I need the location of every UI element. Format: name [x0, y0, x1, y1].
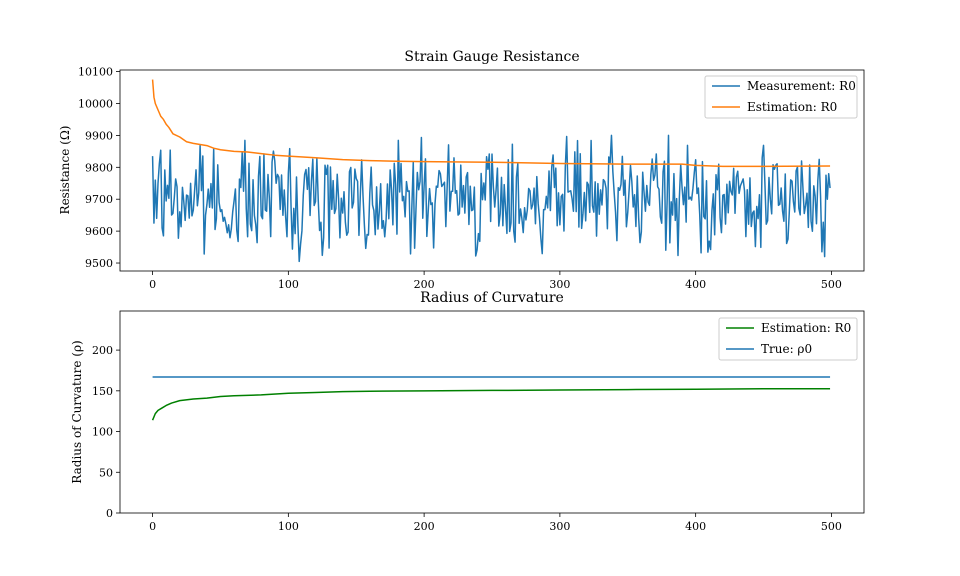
legend-label-true-rho: True: ρ0: [761, 342, 812, 356]
curvature-x-tick-label: 500: [821, 520, 842, 533]
curvature-x-tick-label: 100: [278, 520, 299, 533]
curvature-chart: Radius of Curvature Radius of Curvature …: [70, 290, 865, 533]
curvature-y-tick-label: 150: [92, 385, 113, 398]
curvature-y-tick-label: 0: [106, 507, 113, 520]
curvature-x-tick-label: 400: [685, 520, 706, 533]
resistance-chart: Strain Gauge Resistance Resistance (Ω) 0…: [58, 49, 865, 291]
legend-label-estimation-rho: Estimation: R0: [761, 321, 851, 335]
resistance-y-tick-label: 9700: [85, 193, 113, 206]
resistance-y-tick-label: 9600: [85, 225, 113, 238]
curvature-y-tick-label: 200: [92, 344, 113, 357]
curvature-axis-ticks: 0 100 200 300 400 500 0 50 100 150 200: [92, 344, 842, 533]
curvature-series-0-line: [151, 388, 831, 421]
resistance-y-axis-label: Resistance (Ω): [58, 126, 72, 215]
resistance-x-tick-label: 200: [414, 278, 435, 291]
resistance-x-tick-label: 0: [149, 278, 156, 291]
resistance-y-tick-label: 9900: [85, 129, 113, 142]
curvature-x-tick-label: 200: [414, 520, 435, 533]
resistance-x-tick-label: 300: [549, 278, 570, 291]
resistance-y-tick-label: 9500: [85, 257, 113, 270]
curvature-x-tick-label: 300: [549, 520, 570, 533]
resistance-x-tick-label: 500: [821, 278, 842, 291]
resistance-y-tick-label: 9800: [85, 161, 113, 174]
legend-label-measurement: Measurement: R0: [747, 79, 856, 93]
resistance-chart-title: Strain Gauge Resistance: [404, 49, 579, 65]
resistance-x-tick-label: 100: [278, 278, 299, 291]
resistance-y-tick-label: 10000: [78, 98, 113, 111]
curvature-y-tick-label: 100: [92, 426, 113, 439]
curvature-y-tick-label: 50: [99, 466, 113, 479]
resistance-legend-box: [704, 75, 858, 119]
curvature-legend: Estimation: R0 True: ρ0: [718, 317, 858, 361]
resistance-plot-area: [151, 79, 831, 263]
resistance-series-0-line: [151, 134, 831, 263]
curvature-x-tick-label: 0: [149, 520, 156, 533]
curvature-axes-frame: [119, 310, 865, 514]
resistance-y-tick-label: 10100: [78, 66, 113, 79]
curvature-plot-area: [151, 376, 831, 421]
resistance-series-1-line: [151, 79, 831, 168]
resistance-axis-ticks: 0 100 200 300 400 500 9500 9600 9700 9800 9900 1000…: [78, 66, 842, 291]
legend-label-estimation: Estimation: R0: [747, 100, 837, 114]
resistance-x-tick-label: 400: [685, 278, 706, 291]
resistance-axes-frame: [119, 69, 865, 272]
curvature-y-axis-label: Radius of Curvature (ρ): [70, 340, 84, 483]
resistance-legend: Measurement: R0 Estimation: R0: [704, 75, 858, 119]
curvature-chart-title: Radius of Curvature: [420, 290, 564, 306]
